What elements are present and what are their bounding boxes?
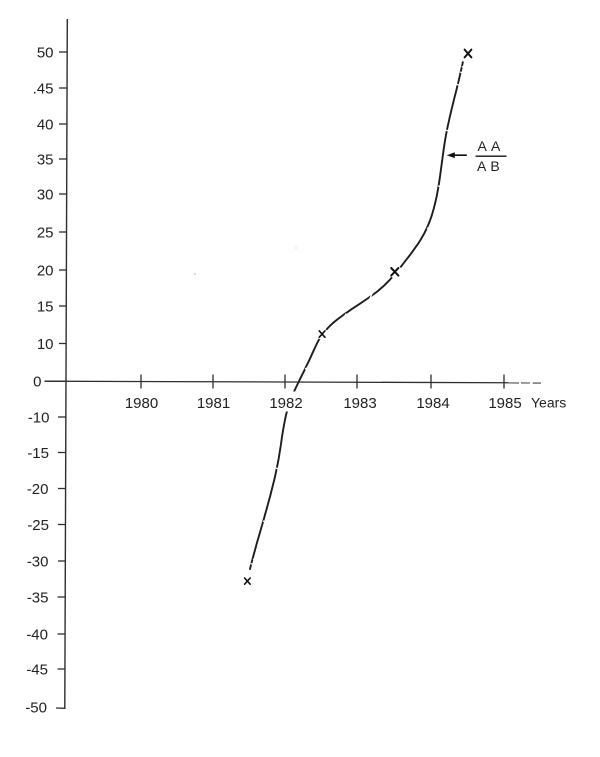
svg-text:-25: -25 (27, 517, 49, 534)
svg-text:1983: 1983 (343, 395, 376, 412)
svg-text:15: 15 (37, 298, 54, 315)
svg-text:50: 50 (37, 44, 54, 61)
svg-text:-40: -40 (26, 626, 48, 643)
svg-text:1985: 1985 (488, 395, 521, 412)
svg-text:10: 10 (37, 336, 54, 353)
svg-text:30: 30 (37, 186, 54, 203)
svg-text:-20: -20 (27, 481, 49, 498)
svg-text:20: 20 (37, 262, 54, 279)
svg-text:-15: -15 (27, 445, 49, 462)
svg-text:Years: Years (531, 395, 566, 411)
svg-text:AA: AA (478, 138, 505, 154)
svg-text:AB: AB (477, 158, 504, 174)
svg-text:1984: 1984 (416, 395, 449, 412)
svg-text:0: 0 (33, 373, 41, 390)
svg-text:-35: -35 (27, 589, 49, 606)
svg-text:1982: 1982 (269, 395, 302, 412)
svg-text:1981: 1981 (197, 395, 230, 412)
svg-text:-10: -10 (28, 409, 50, 426)
svg-text:1980: 1980 (125, 395, 158, 412)
svg-text:35: 35 (37, 151, 54, 168)
svg-text:-45: -45 (26, 661, 48, 678)
svg-text:-30: -30 (27, 553, 49, 570)
svg-text:40: 40 (37, 116, 54, 133)
svg-text:-50: -50 (25, 699, 47, 716)
svg-text:25: 25 (37, 224, 54, 241)
svg-text:.45: .45 (33, 80, 54, 97)
